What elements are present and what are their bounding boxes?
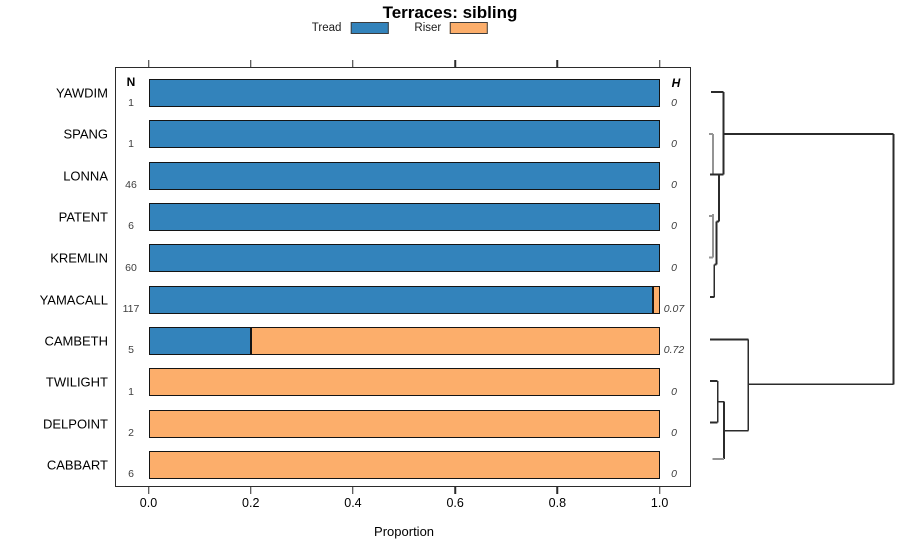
h-value: 0.72	[663, 344, 685, 357]
n-value: 117	[122, 303, 140, 316]
bar-segment-riser	[148, 450, 660, 479]
x-tick-top	[454, 60, 456, 67]
row-label: PATENT	[58, 209, 108, 225]
row-label: SPANG	[63, 126, 108, 142]
legend-label-tread: Tread	[311, 22, 342, 34]
n-value: 5	[128, 344, 134, 357]
row-label: LONNA	[63, 168, 108, 184]
x-tick-label: 0.2	[242, 496, 260, 510]
x-tick-top	[147, 60, 150, 67]
row-label: CAMBETH	[44, 333, 108, 349]
n-value: 1	[128, 385, 134, 398]
bar-segment-tread	[148, 79, 660, 107]
h-value: 0	[671, 385, 677, 398]
bar-segment-riser	[250, 326, 660, 355]
h-value: 0.07	[663, 303, 685, 316]
x-tick-label: 1.0	[650, 496, 669, 510]
bar-segment-tread	[148, 120, 660, 149]
x-tick-top	[249, 60, 252, 67]
bar-segment-riser	[148, 368, 660, 397]
legend-label-riser: Riser	[414, 22, 442, 34]
legend-swatch-tread	[350, 22, 389, 34]
x-tick-label: 0.8	[548, 496, 567, 510]
n-value: 2	[128, 427, 134, 440]
row-label: YAMACALL	[39, 292, 108, 308]
n-value: 46	[125, 179, 137, 192]
h-column-header: H	[671, 76, 681, 90]
h-value: 0	[671, 96, 677, 109]
n-value: 6	[128, 220, 134, 233]
legend-swatch-riser	[450, 22, 489, 34]
chart-title: Terraces: sibling	[382, 3, 518, 22]
h-value: 0	[671, 468, 677, 481]
x-tick-label: 0.4	[344, 496, 362, 510]
x-tick-bottom	[352, 486, 354, 494]
row-label: CABBART	[46, 457, 108, 473]
legend-item-riser: Riser	[414, 22, 489, 34]
n-value: 1	[128, 96, 134, 109]
row-label: KREMLIN	[50, 250, 108, 266]
x-tick-top	[556, 60, 559, 67]
h-value: 0	[671, 427, 677, 440]
h-value: 0	[671, 179, 677, 192]
bar-segment-tread	[148, 326, 251, 355]
bar-segment-tread	[148, 285, 654, 314]
x-tick-bottom	[454, 486, 456, 494]
bar-segment-tread	[148, 161, 660, 190]
bar-segment-tread	[148, 244, 660, 273]
n-value: 60	[125, 261, 137, 274]
x-tick-bottom	[147, 486, 150, 494]
legend: Tread Riser	[312, 22, 489, 34]
h-value: 0	[671, 220, 677, 233]
x-tick-top	[352, 60, 354, 67]
x-tick-bottom	[249, 486, 252, 494]
h-value: 0	[671, 137, 677, 150]
row-label: TWILIGHT	[45, 374, 108, 390]
row-label: YAWDIM	[56, 85, 108, 101]
bar-segment-riser	[148, 409, 660, 438]
x-tick-bottom	[658, 486, 661, 494]
bar-segment-riser	[653, 285, 660, 314]
plot-box	[115, 66, 691, 487]
x-axis-title: Proportion	[374, 524, 435, 539]
x-tick-label: 0.6	[446, 496, 464, 510]
n-value: 1	[128, 137, 134, 150]
legend-item-tread: Tread	[312, 22, 389, 34]
bar-segment-tread	[148, 202, 660, 231]
n-column-header: N	[126, 75, 136, 89]
x-tick-top	[658, 60, 661, 67]
x-tick-label: 0.0	[139, 496, 158, 510]
x-tick-bottom	[556, 486, 559, 494]
row-label: DELPOINT	[42, 416, 108, 432]
h-value: 0	[671, 261, 677, 274]
n-value: 6	[128, 468, 134, 481]
